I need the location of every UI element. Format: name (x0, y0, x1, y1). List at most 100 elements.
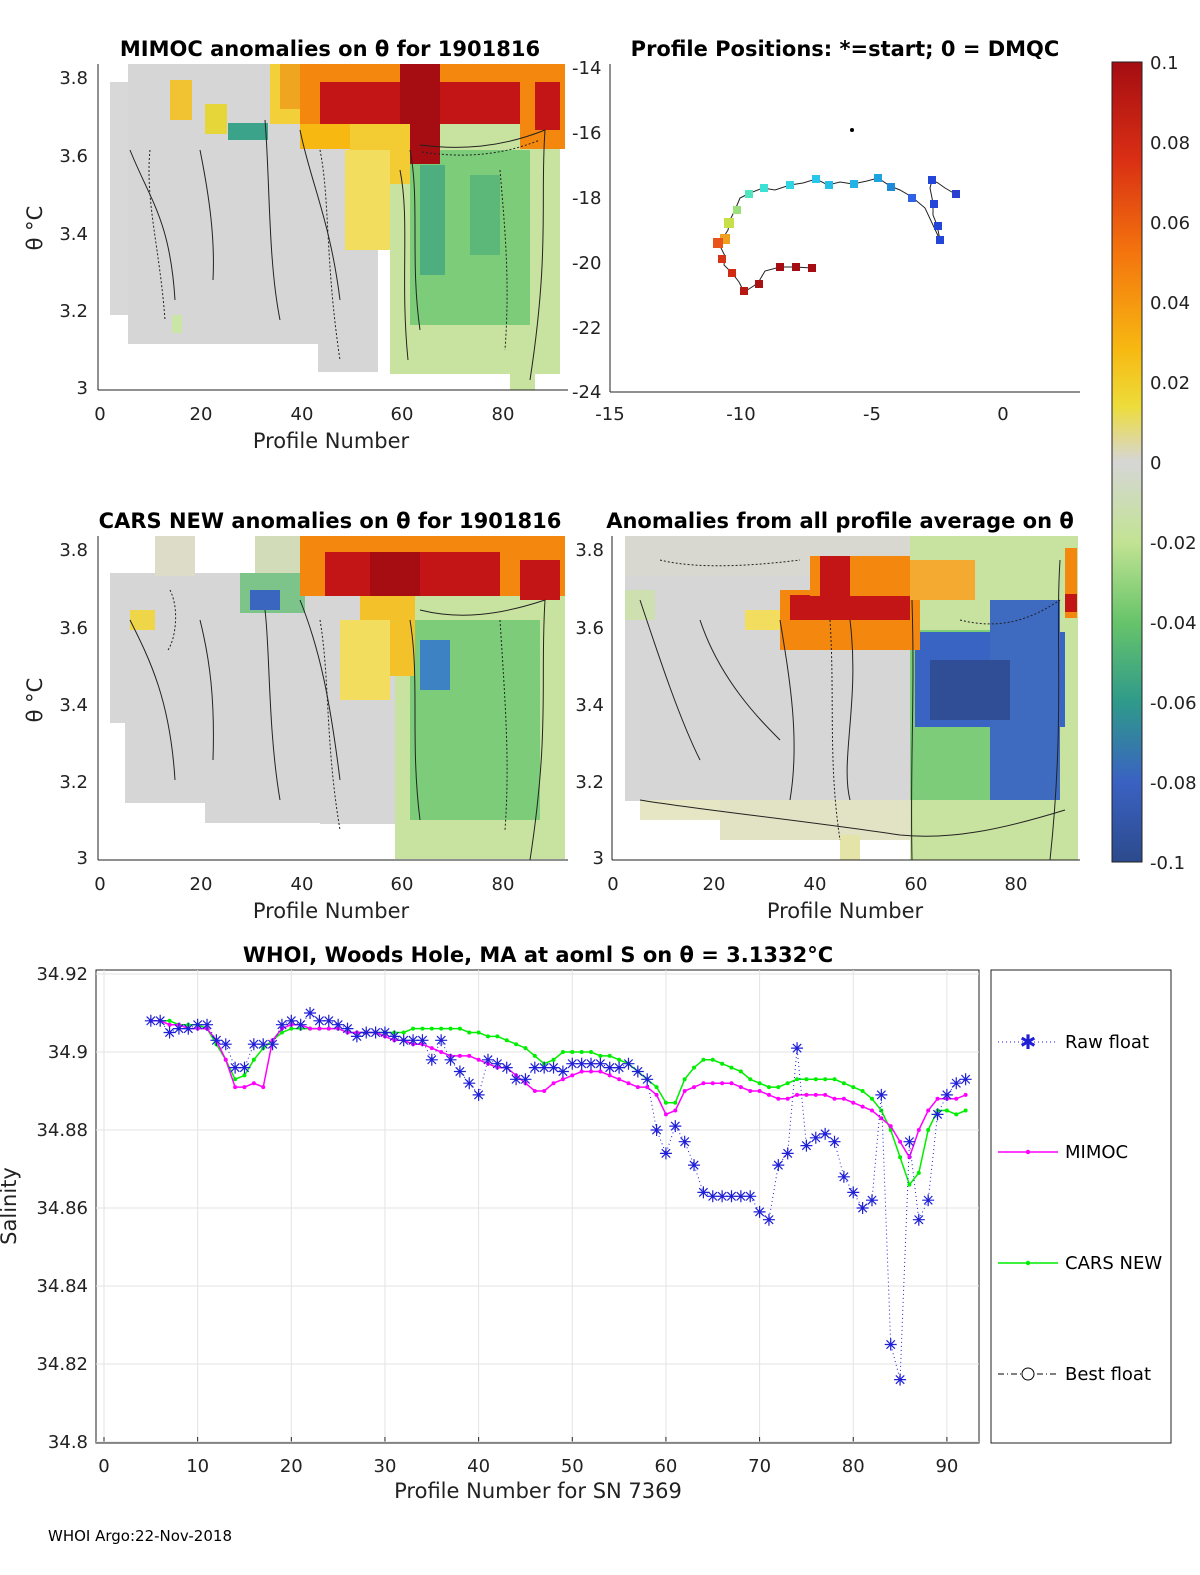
raw-float-point (781, 1147, 794, 1160)
raw-float-point (360, 1026, 373, 1039)
line-mimoc (150, 1020, 966, 1160)
point-cars-new (607, 1053, 612, 1058)
point-cars-new (560, 1050, 565, 1054)
point-cars-new (860, 1089, 865, 1093)
footer-text: WHOI Argo:22-Nov-2018 (48, 1527, 232, 1545)
raw-float-point (837, 1170, 850, 1183)
point-cars-new (504, 1038, 509, 1043)
point-cars-new (401, 1030, 406, 1035)
raw-float-point (322, 1014, 335, 1027)
raw-float-point (144, 1014, 157, 1027)
svg-text:3.2: 3.2 (59, 301, 88, 322)
point-mimoc (579, 1069, 584, 1074)
svg-text:3: 3 (77, 848, 88, 869)
point-cars-new (589, 1050, 594, 1054)
raw-float-point (650, 1124, 663, 1136)
legend-cars-new: CARS NEW (998, 1253, 1162, 1274)
point-cars-new (701, 1057, 706, 1062)
point-mimoc (673, 1108, 678, 1113)
track-markers (713, 128, 960, 295)
svg-text:3.2: 3.2 (575, 772, 604, 793)
raw-float-point (500, 1061, 513, 1074)
point-cars-new (532, 1053, 537, 1058)
point-cars-new (720, 1061, 725, 1066)
svg-text:3.8: 3.8 (59, 540, 88, 561)
raw-float-point (631, 1065, 644, 1078)
point-mimoc (626, 1081, 631, 1086)
raw-float-point (435, 1034, 448, 1047)
raw-float-point (510, 1073, 523, 1086)
point-cars-new (439, 1026, 444, 1031)
svg-text:3.2: 3.2 (59, 772, 88, 793)
point-mimoc (757, 1089, 762, 1093)
allavg-contours (639, 559, 1066, 861)
legend-mimoc: MIMOC (998, 1142, 1128, 1163)
raw-float-point (397, 1034, 410, 1047)
raw-float-point (547, 1061, 560, 1074)
point-cars-new (823, 1077, 828, 1082)
y-tick-label: 34.86 (36, 1198, 88, 1219)
point-cars-new (457, 1026, 462, 1031)
raw-float-point (847, 1186, 860, 1199)
raw-float-point (378, 1026, 391, 1039)
positions-yticks: -14 -16 -18 -20 -22 -24 (572, 58, 601, 403)
raw-float-point (556, 1065, 569, 1078)
svg-text:0: 0 (607, 874, 618, 895)
svg-text:0: 0 (94, 404, 105, 425)
point-cars-new (795, 1077, 800, 1082)
svg-text:3.8: 3.8 (59, 68, 88, 89)
raw-float-point (463, 1077, 476, 1090)
point-mimoc (251, 1081, 256, 1086)
raw-float-point (444, 1053, 457, 1066)
point-mimoc (898, 1139, 903, 1144)
raw-float-point (481, 1053, 494, 1066)
raw-float-point (603, 1061, 616, 1074)
point-mimoc (261, 1085, 266, 1090)
star-marker-icon: ✱ (1020, 1030, 1037, 1054)
x-tick-label: 50 (561, 1456, 584, 1477)
y-tick-label: 34.88 (36, 1120, 88, 1141)
colorbar-ticks: 0.1 0.08 0.06 0.04 0.02 0 -0.02 -0.04 -0… (1150, 53, 1197, 874)
raw-float-point (706, 1190, 719, 1203)
raw-float-point (912, 1213, 925, 1226)
point-cars-new (832, 1077, 837, 1082)
svg-text:3.6: 3.6 (575, 618, 604, 639)
raw-float-point (369, 1026, 382, 1039)
svg-text:-0.1: -0.1 (1150, 853, 1185, 874)
raw-float-point (350, 1030, 363, 1043)
raw-float-point (819, 1127, 832, 1140)
point-mimoc (692, 1085, 697, 1090)
svg-text:20: 20 (703, 874, 726, 895)
raw-float-point (856, 1202, 869, 1214)
y-tick-label: 34.8 (48, 1432, 88, 1453)
raw-float-point (575, 1057, 588, 1070)
cars-xlabel: Profile Number (253, 899, 410, 923)
panel-positions: Profile Positions: *=start; 0 = DMQC -14… (572, 37, 1080, 425)
panel-allavg: Anomalies from all profile average on θ (575, 509, 1080, 923)
y-tick-label: 34.82 (36, 1354, 88, 1375)
allavg-yticks: 3.8 3.6 3.4 3.2 3 (575, 540, 604, 869)
raw-float-point (931, 1108, 944, 1121)
point-cars-new (551, 1057, 556, 1062)
svg-text:3.4: 3.4 (59, 695, 88, 716)
point-cars-new (944, 1108, 949, 1113)
svg-text:3: 3 (77, 378, 88, 399)
point-cars-new (448, 1026, 453, 1031)
series-raw-float (144, 1007, 972, 1386)
raw-float-point (285, 1014, 298, 1027)
raw-float-point (828, 1135, 841, 1148)
point-cars-new (617, 1057, 622, 1062)
point-mimoc (551, 1081, 556, 1086)
point-mimoc (532, 1089, 537, 1093)
y-tick-label: 34.9 (48, 1042, 88, 1063)
svg-text:0: 0 (1150, 453, 1161, 474)
point-mimoc (242, 1085, 247, 1090)
allavg-title: Anomalies from all profile average on θ (606, 509, 1074, 533)
cars-contours (129, 589, 546, 861)
point-mimoc (663, 1112, 668, 1117)
raw-float-point (959, 1073, 972, 1086)
point-cars-new (757, 1081, 762, 1086)
svg-text:60: 60 (391, 404, 414, 425)
point-cars-new (467, 1030, 472, 1035)
raw-float-point (903, 1135, 916, 1148)
